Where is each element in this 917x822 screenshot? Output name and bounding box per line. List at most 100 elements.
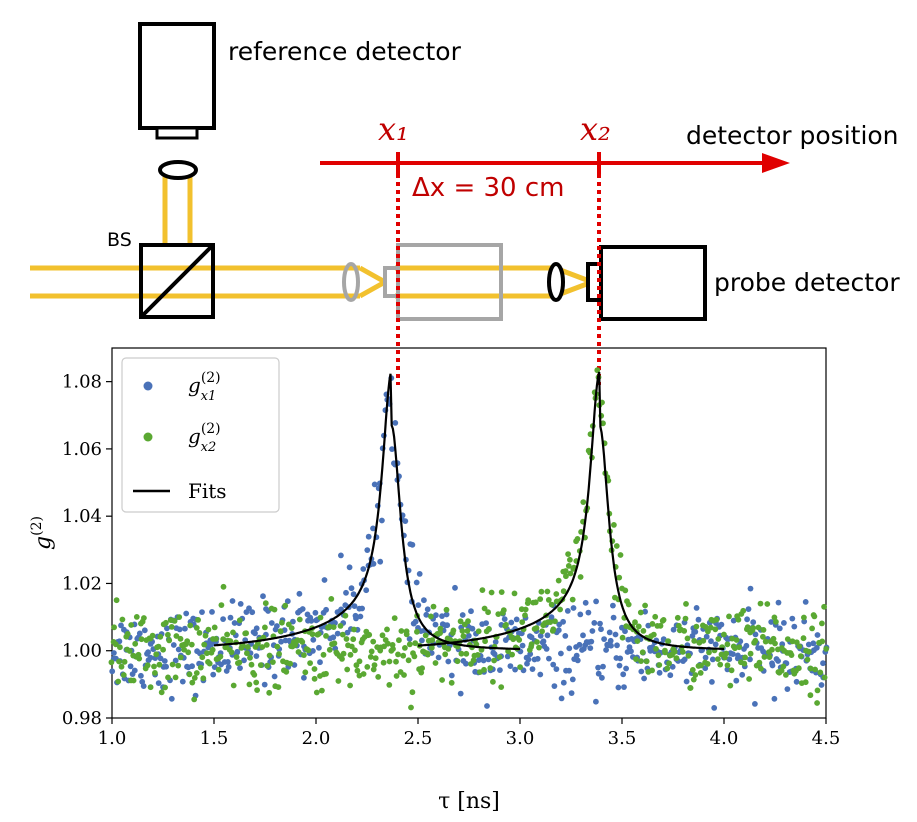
data-point-x2 xyxy=(155,643,162,650)
data-point-x2 xyxy=(108,659,115,666)
legend-label-fits: Fits xyxy=(188,479,227,503)
data-point-x1 xyxy=(791,623,798,630)
data-point-x2 xyxy=(153,651,160,658)
data-point-x2 xyxy=(191,675,198,681)
data-point-x1 xyxy=(370,525,376,532)
data-point-x1 xyxy=(752,631,759,638)
data-point-x2 xyxy=(762,638,769,645)
data-point-x1 xyxy=(338,606,344,613)
data-point-x2 xyxy=(682,615,689,622)
legend-g2: g xyxy=(188,424,201,448)
x-tick-label: 4.5 xyxy=(812,728,841,749)
data-point-x2 xyxy=(335,678,342,684)
data-point-x2 xyxy=(274,643,281,650)
data-point-x2 xyxy=(277,628,284,635)
data-point-x1 xyxy=(241,657,247,664)
data-point-x1 xyxy=(457,690,464,697)
data-point-x2 xyxy=(405,657,412,664)
data-point-x2 xyxy=(577,574,584,580)
data-point-x1 xyxy=(708,638,714,645)
data-point-x2 xyxy=(761,654,768,660)
data-point-x2 xyxy=(448,679,455,686)
data-point-x1 xyxy=(588,638,595,645)
data-point-x2 xyxy=(633,656,639,662)
data-point-x2 xyxy=(537,596,544,602)
data-point-x2 xyxy=(386,682,393,688)
data-point-x2 xyxy=(176,614,183,620)
x-tick-label: 2.0 xyxy=(302,728,331,749)
data-point-x2 xyxy=(700,637,707,644)
data-point-x2 xyxy=(311,675,318,682)
data-point-x1 xyxy=(179,678,186,685)
data-point-x2 xyxy=(279,619,285,626)
data-point-x2 xyxy=(552,618,558,625)
data-point-x1 xyxy=(784,686,791,692)
beam-focus-1 xyxy=(358,265,387,285)
data-point-x1 xyxy=(612,631,619,638)
data-point-x2 xyxy=(187,622,194,629)
data-point-x2 xyxy=(784,636,791,642)
data-point-x2 xyxy=(172,674,179,681)
data-point-x1 xyxy=(252,630,258,637)
data-point-x2 xyxy=(344,666,351,673)
data-point-x2 xyxy=(758,665,764,672)
data-point-x1 xyxy=(364,547,371,553)
data-point-x1 xyxy=(343,589,349,596)
data-point-x1 xyxy=(660,636,667,643)
data-point-x2 xyxy=(391,615,398,621)
data-point-x2 xyxy=(149,632,156,639)
data-point-x2 xyxy=(510,636,517,643)
data-point-x1 xyxy=(718,621,725,628)
data-point-x1 xyxy=(109,668,116,675)
data-point-x1 xyxy=(555,627,562,634)
data-point-x2 xyxy=(522,606,529,613)
data-point-x1 xyxy=(111,650,117,656)
data-point-x1 xyxy=(573,652,580,659)
data-point-x2 xyxy=(550,626,557,633)
data-point-x1 xyxy=(730,651,736,657)
laser-beams xyxy=(30,175,593,299)
data-point-x1 xyxy=(338,552,344,559)
data-point-x2 xyxy=(370,666,377,673)
data-point-x2 xyxy=(450,627,457,634)
data-point-x2 xyxy=(773,618,779,625)
data-point-x1 xyxy=(553,666,560,672)
data-point-x1 xyxy=(793,678,800,685)
data-point-x2 xyxy=(800,635,807,642)
ghost-detector-body xyxy=(396,243,503,321)
data-point-x2 xyxy=(479,587,486,593)
data-point-x2 xyxy=(548,601,555,608)
data-point-x2 xyxy=(419,665,425,672)
data-point-x1 xyxy=(170,642,177,648)
data-point-x2 xyxy=(243,630,250,637)
data-point-x2 xyxy=(454,658,461,665)
data-point-x1 xyxy=(558,650,564,657)
data-point-x2 xyxy=(315,631,322,637)
data-point-x2 xyxy=(158,689,165,696)
data-point-x1 xyxy=(726,656,733,663)
data-point-x1 xyxy=(621,684,627,690)
data-point-x2 xyxy=(177,635,184,642)
x-tick-label: 2.5 xyxy=(404,728,433,749)
position-axis-label: detector position xyxy=(686,121,899,150)
data-point-x2 xyxy=(233,654,240,660)
data-point-x2 xyxy=(706,649,712,656)
data-point-x2 xyxy=(580,499,587,505)
data-point-x1 xyxy=(540,638,547,645)
data-point-x2 xyxy=(613,543,620,549)
data-point-x2 xyxy=(772,640,778,647)
fit-curve-1 xyxy=(214,373,520,651)
data-point-x2 xyxy=(236,659,243,666)
data-point-x1 xyxy=(805,641,812,648)
data-point-x1 xyxy=(593,698,599,705)
data-point-x2 xyxy=(371,662,378,668)
data-point-x2 xyxy=(715,636,722,642)
data-point-x1 xyxy=(534,655,541,662)
data-point-x1 xyxy=(747,585,754,592)
data-point-x1 xyxy=(595,670,602,677)
data-point-x2 xyxy=(707,624,714,631)
data-point-x2 xyxy=(414,628,420,635)
data-point-x1 xyxy=(813,644,820,651)
data-point-x1 xyxy=(406,636,413,642)
data-point-x1 xyxy=(702,665,709,672)
